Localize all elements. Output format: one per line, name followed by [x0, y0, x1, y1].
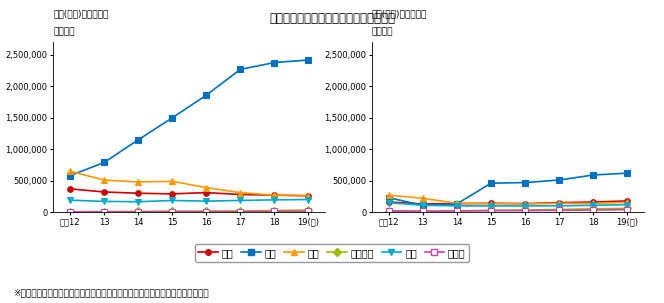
Text: （国(地域)別輸出額）: （国(地域)別輸出額）	[372, 9, 427, 18]
Legend: 韓国, 中国, 台湾, ベトナム, タイ, インド: 韓国, 中国, 台湾, ベトナム, タイ, インド	[195, 244, 469, 262]
Text: ※　電子計算機本体（除パソコン）と無線電気通信機器（除携帯電話機）は除く: ※ 電子計算機本体（除パソコン）と無線電気通信機器（除携帯電話機）は除く	[13, 288, 209, 297]
Text: （千円）: （千円）	[53, 27, 74, 36]
Text: （国(地域)別輸入額）: （国(地域)別輸入額）	[53, 9, 108, 18]
Text: 輸出・輸入ともに、中国の伸びが著しい: 輸出・輸入ともに、中国の伸びが著しい	[269, 12, 395, 25]
Text: （千円）: （千円）	[372, 27, 393, 36]
